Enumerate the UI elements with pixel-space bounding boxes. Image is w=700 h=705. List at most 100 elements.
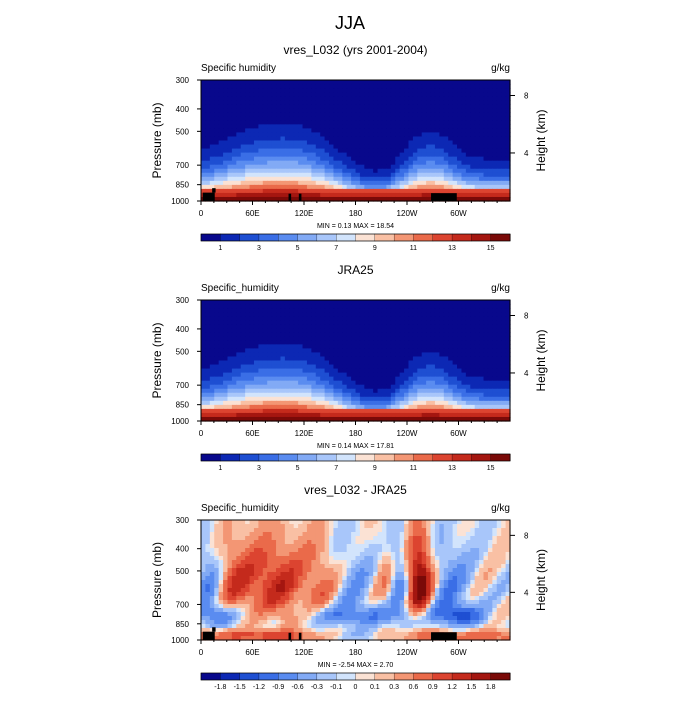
heatmap-cell — [201, 304, 206, 309]
heatmap-cell — [484, 397, 489, 402]
colorbar-swatch — [433, 234, 453, 241]
heatmap-cell — [404, 165, 409, 170]
heatmap-cell — [404, 185, 409, 190]
heatmap-cell — [435, 361, 440, 366]
heatmap-cell — [276, 409, 281, 414]
heatmap-cell — [267, 324, 272, 329]
heatmap-cell — [210, 108, 215, 113]
heatmap-cell — [413, 104, 418, 109]
heatmap-cell — [448, 153, 453, 158]
heatmap-cell — [378, 157, 383, 162]
heatmap-cell — [444, 308, 449, 313]
heatmap-cell — [426, 552, 431, 557]
heatmap-cell — [453, 132, 458, 137]
heatmap-cell — [475, 124, 480, 129]
heatmap-cell — [205, 401, 210, 406]
heatmap-cell — [325, 173, 330, 178]
heatmap-cell — [267, 316, 272, 321]
heatmap-cell — [316, 92, 321, 97]
heatmap-cell — [201, 336, 206, 341]
heatmap-cell — [408, 128, 413, 133]
heatmap-cell — [280, 413, 285, 418]
heatmap-cell — [298, 128, 303, 133]
heatmap-cell — [382, 173, 387, 178]
heatmap-cell — [356, 181, 361, 186]
heatmap-cell — [316, 120, 321, 125]
heatmap-cell — [320, 352, 325, 357]
heatmap-cell — [444, 149, 449, 154]
heatmap-cell — [311, 377, 316, 382]
heatmap-cell — [329, 389, 334, 394]
heatmap-cell — [280, 104, 285, 109]
heatmap-cell — [320, 373, 325, 378]
heatmap-cell — [210, 524, 215, 529]
heatmap-cell — [205, 161, 210, 166]
heatmap-cell — [373, 84, 378, 89]
heatmap-cell — [439, 528, 444, 533]
heatmap-cell — [400, 312, 405, 317]
heatmap-cell — [373, 161, 378, 166]
heatmap-cell — [276, 157, 281, 162]
heatmap-cell — [426, 112, 431, 117]
heatmap-cell — [307, 348, 312, 353]
heatmap-cell — [201, 536, 206, 541]
heatmap-cell — [364, 128, 369, 133]
heatmap-cell — [360, 401, 365, 406]
heatmap-cell — [448, 316, 453, 321]
heatmap-cell — [364, 332, 369, 337]
heatmap-cell — [435, 377, 440, 382]
heatmap-cell — [276, 300, 281, 305]
heatmap-cell — [320, 308, 325, 313]
heatmap-cell — [289, 132, 294, 137]
heatmap-cell — [457, 316, 462, 321]
heatmap-cell — [386, 520, 391, 525]
heatmap-cell — [329, 328, 334, 333]
heatmap-cell — [373, 365, 378, 370]
heatmap-cell — [422, 181, 427, 186]
heatmap-cell — [227, 548, 232, 553]
heatmap-cell — [272, 300, 277, 305]
y-axis-label: Pressure (mb) — [150, 102, 164, 178]
heatmap-cell — [219, 157, 224, 162]
heatmap-cell — [448, 536, 453, 541]
heatmap-cell — [439, 177, 444, 182]
heatmap-cell — [289, 161, 294, 166]
heatmap-cell — [435, 540, 440, 545]
heatmap-cell — [263, 413, 268, 418]
heatmap-cell — [267, 141, 272, 146]
heatmap-cell — [400, 193, 405, 198]
heatmap-cell — [320, 161, 325, 166]
heatmap-cell — [245, 84, 250, 89]
heatmap-cell — [342, 520, 347, 525]
heatmap-cell — [422, 88, 427, 93]
heatmap-cell — [422, 552, 427, 557]
heatmap-cell — [201, 381, 206, 386]
heatmap-cell — [333, 112, 338, 117]
heatmap-cell — [404, 520, 409, 525]
heatmap-cell — [267, 169, 272, 174]
heatmap-cell — [329, 397, 334, 402]
heatmap-cell — [333, 409, 338, 414]
heatmap-cell — [201, 161, 206, 166]
heatmap-cell — [484, 185, 489, 190]
heatmap-cell — [457, 336, 462, 341]
colorbar-swatch — [201, 454, 221, 461]
heatmap-cell — [219, 336, 224, 341]
heatmap-cell — [201, 120, 206, 125]
heatmap-cell — [201, 308, 206, 313]
heatmap-cell — [351, 300, 356, 305]
heatmap-cell — [360, 161, 365, 166]
heatmap-cell — [311, 528, 316, 533]
heatmap-cell — [245, 300, 250, 305]
heatmap-cell — [250, 112, 255, 117]
heatmap-cell — [333, 377, 338, 382]
heatmap-cell — [267, 540, 272, 545]
heatmap-cell — [378, 324, 383, 329]
heatmap-cell — [417, 352, 422, 357]
heatmap-cell — [338, 80, 343, 85]
heatmap-cell — [241, 80, 246, 85]
heatmap-cell — [316, 552, 321, 557]
heatmap-cell — [492, 524, 497, 529]
heatmap-cell — [431, 544, 436, 549]
heatmap-cell — [422, 145, 427, 150]
